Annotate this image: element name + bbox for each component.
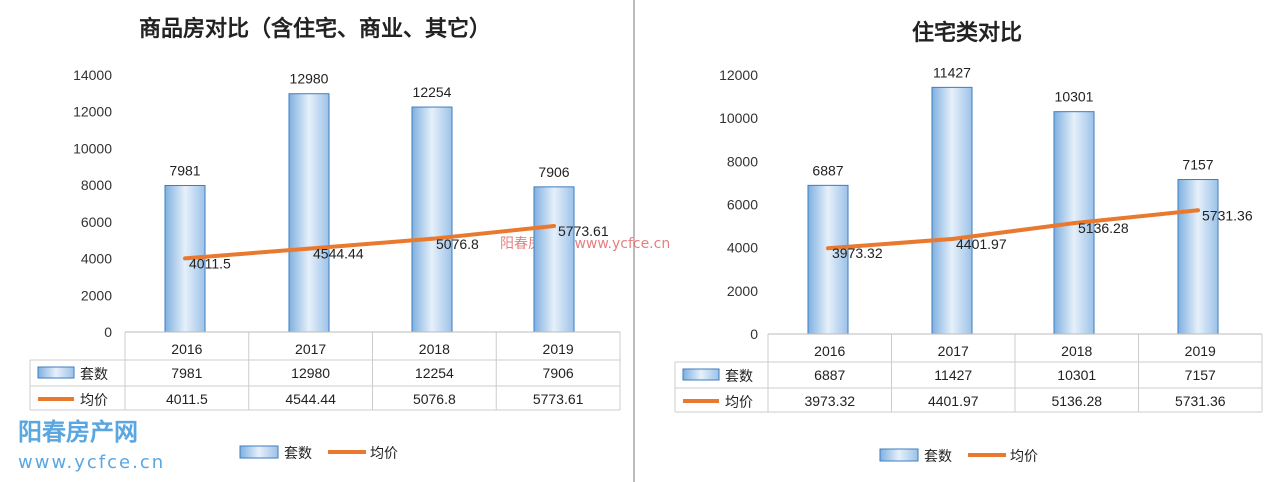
chart1-x-tick-label: 2018 — [419, 341, 450, 357]
chart1-line-point-2016 — [183, 256, 187, 261]
chart2-table-cell-price: 5136.28 — [1051, 393, 1102, 409]
chart2-line-label: 5136.28 — [1078, 220, 1129, 236]
chart1-table-row-label: 均价 — [80, 392, 108, 408]
chart1-table-cell-count: 7906 — [543, 365, 574, 381]
chart1-bar-2019 — [533, 186, 575, 333]
chart2-line-point-2017 — [950, 236, 954, 241]
chart1-table-cell-price: 4544.44 — [285, 391, 336, 407]
chart1-bar-label: 12254 — [413, 84, 452, 100]
chart1-table-cell-count: 12980 — [291, 365, 330, 381]
chart2-table-row-label: 套数 — [725, 368, 753, 384]
chart2-y-tick-label: 4000 — [727, 240, 758, 256]
chart1-table-cell-price: 5076.8 — [413, 391, 456, 407]
chart2-x-tick-label: 2016 — [814, 343, 845, 359]
chart2-table-cell-price: 5731.36 — [1175, 393, 1226, 409]
chart2-bar-2017 — [931, 86, 973, 335]
chart2-y-tick-label: 12000 — [719, 67, 758, 83]
chart1-table-cell-price: 5773.61 — [533, 391, 584, 407]
chart2-table-bar-key — [682, 368, 720, 381]
chart2-bar-label: 11427 — [933, 64, 971, 80]
chart2-x-tick-label: 2019 — [1185, 343, 1216, 359]
chart2-table-cell-count: 7157 — [1185, 367, 1216, 383]
chart2-table-cell-count: 11427 — [934, 367, 972, 383]
chart1-y-tick-label: 0 — [104, 324, 112, 340]
chart1-line-label: 4011.5 — [189, 255, 231, 271]
chart2-y-tick-label: 8000 — [727, 153, 758, 169]
chart1-line-label: 5773.61 — [558, 223, 609, 239]
watermark-logo-name: 阳春房产网 — [18, 418, 138, 446]
chart2-line-point-2018 — [1072, 221, 1076, 226]
chart1-price-line — [184, 224, 555, 261]
chart1-bar-2018 — [411, 106, 453, 333]
chart1-y-tick-label: 14000 — [73, 67, 112, 83]
chart1-table-cell-count: 7981 — [171, 365, 202, 381]
chart2-line-label: 3973.32 — [832, 245, 883, 261]
chart1-y-tick-label: 8000 — [81, 177, 112, 193]
chart2-line-label: 5731.36 — [1202, 207, 1253, 223]
chart1-x-tick-label: 2017 — [295, 341, 326, 357]
chart1-table-row-label: 套数 — [80, 366, 108, 382]
chart1-bar-label: 7981 — [169, 162, 200, 178]
chart1-bar-2017 — [288, 93, 330, 333]
chart1-x-tick-label: 2016 — [171, 341, 202, 357]
chart2-bar-2016 — [807, 184, 849, 335]
chart2-table-cell-price: 4401.97 — [928, 393, 979, 409]
chart1-legend-bar-key — [239, 445, 279, 459]
chart1-legend-bar-label: 套数 — [284, 445, 312, 461]
chart1-bar-label: 12980 — [290, 71, 329, 87]
chart1-y-tick-label: 4000 — [81, 251, 112, 267]
chart1-bar-label: 7906 — [538, 164, 569, 180]
chart1-y-tick-label: 2000 — [81, 287, 112, 303]
chart2-table-cell-count: 10301 — [1057, 367, 1096, 383]
chart2-legend-line-label: 均价 — [1010, 448, 1038, 464]
watermark-logo-url: www.ycfce.cn — [18, 452, 165, 473]
chart2-y-tick-label: 10000 — [719, 110, 758, 126]
chart1-line-point-2018 — [430, 236, 434, 241]
chart2-y-tick-label: 2000 — [727, 283, 758, 299]
chart1-line-label: 5076.8 — [436, 236, 479, 252]
chart2-price-line — [827, 208, 1199, 251]
chart1-line-point-2019 — [552, 224, 556, 229]
chart1-y-tick-label: 10000 — [73, 140, 112, 156]
chart1-table-cell-count: 12254 — [415, 365, 454, 381]
chart1-y-tick-label: 6000 — [81, 214, 112, 230]
chart1-x-tick-label: 2019 — [543, 341, 574, 357]
chart1-line-label: 4544.44 — [313, 246, 364, 262]
chart2-bar-2019 — [1177, 179, 1219, 335]
chart2-title: 住宅类对比 — [912, 20, 1022, 46]
chart1-line-point-2017 — [307, 246, 311, 251]
chart2-line-point-2019 — [1196, 208, 1200, 213]
chart2-table-cell-price: 3973.32 — [804, 393, 855, 409]
chart1-legend-line-label: 均价 — [370, 445, 398, 461]
chart2-legend-bar-key — [879, 448, 919, 462]
chart2-table-cell-count: 6887 — [814, 367, 845, 383]
chart2-y-tick-label: 6000 — [727, 197, 758, 213]
chart2-line-label: 4401.97 — [956, 236, 1007, 252]
chart2-x-tick-label: 2018 — [1061, 343, 1092, 359]
chart2-legend-bar-label: 套数 — [924, 448, 952, 464]
chart2-table-row-label: 均价 — [725, 394, 753, 410]
chart2-line-point-2016 — [826, 246, 830, 251]
chart2-bar-label: 7157 — [1182, 157, 1213, 173]
chart2-y-tick-label: 0 — [750, 326, 758, 342]
chart2-x-tick-label: 2017 — [938, 343, 969, 359]
chart2-bar-label: 6887 — [812, 162, 843, 178]
chart2-bar-label: 10301 — [1055, 89, 1094, 105]
chart1-table-bar-key — [37, 366, 75, 379]
chart1-title: 商品房对比（含住宅、商业、其它） — [139, 16, 491, 42]
chart1-y-tick-label: 12000 — [73, 104, 112, 120]
chart1-table-cell-price: 4011.5 — [166, 391, 208, 407]
